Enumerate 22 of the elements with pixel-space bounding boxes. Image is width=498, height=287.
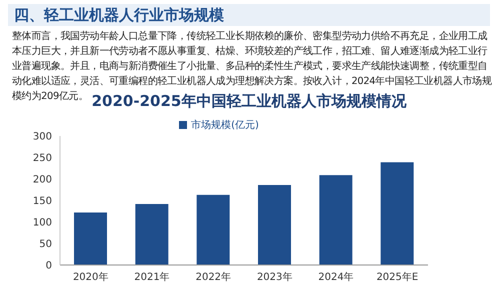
y-tick-label: 150 (32, 196, 52, 208)
y-tick-label: 50 (39, 239, 52, 250)
bar (258, 185, 291, 265)
x-tick-label: 2021年 (134, 271, 170, 284)
chart-title: 2020-2025年中国轻工业机器人市场规模情况 (92, 92, 406, 110)
bar (74, 212, 107, 265)
bar (319, 175, 352, 265)
x-tick-label: 2025年E (376, 271, 418, 284)
x-tick-label: 2023年 (256, 271, 292, 284)
bar (135, 204, 168, 265)
y-tick-label: 100 (32, 218, 52, 229)
x-tick-label: 2020年 (72, 271, 108, 284)
y-tick-label: 300 (32, 132, 52, 143)
x-tick-label: 2022年 (196, 271, 232, 284)
bar (196, 194, 230, 265)
legend-label: 市场规模(亿元) (191, 120, 259, 131)
x-tick-label: 2024年 (318, 271, 354, 284)
text: 四、轻工业机器人行业市场规模 (8, 4, 490, 26)
y-tick-label: 250 (32, 153, 52, 164)
y-tick-label: 0 (46, 260, 52, 272)
y-tick-label: 200 (32, 174, 52, 186)
bar (380, 162, 414, 265)
